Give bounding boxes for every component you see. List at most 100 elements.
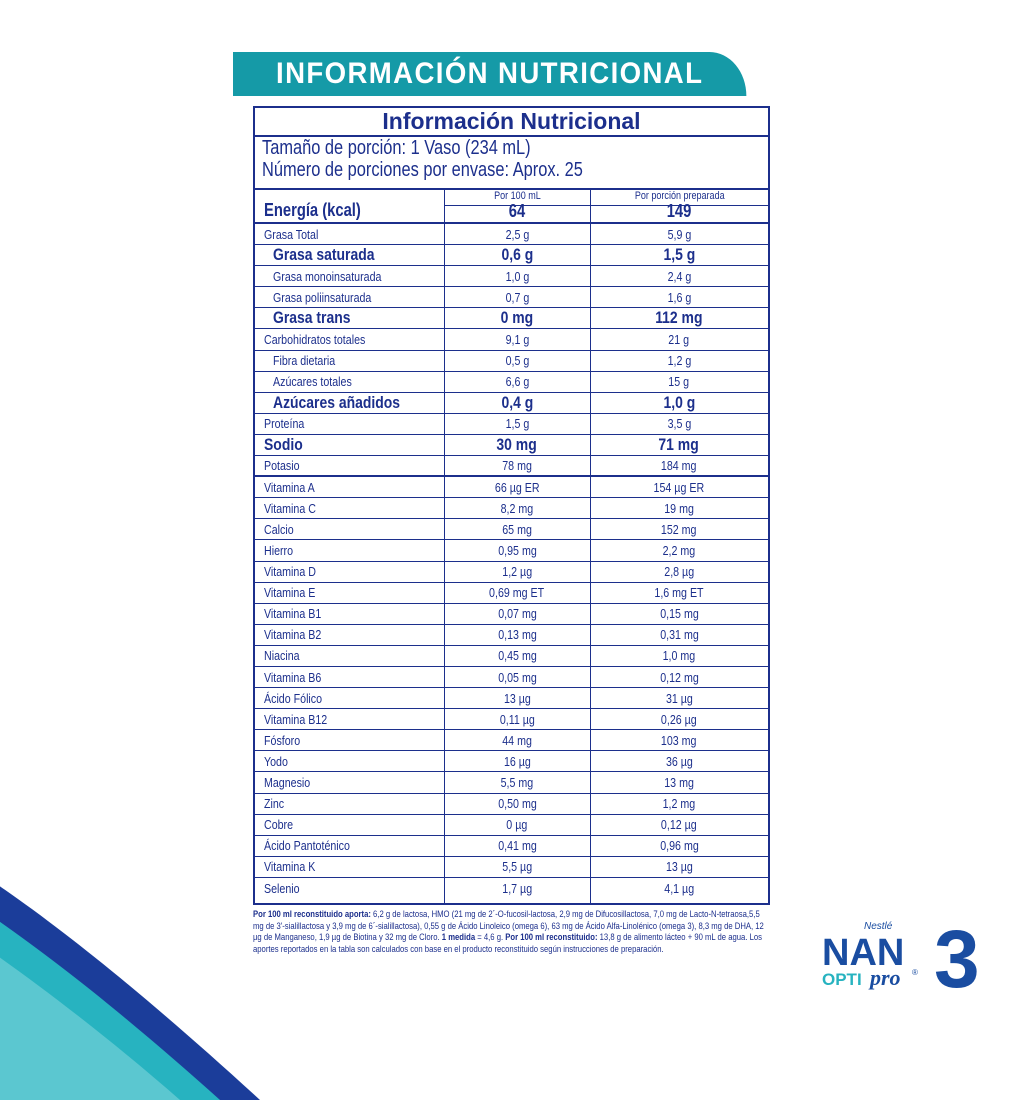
value-per-serving: 1,0 g (663, 392, 695, 412)
nutrient-label: Potasio (264, 458, 300, 474)
nan-optipro-logo: Nestlé NAN 3 OPTI pro ® (822, 917, 980, 997)
nutrient-row: Cobre 0 µg 0,12 µg (255, 815, 768, 836)
value-per-100: 2,5 g (505, 226, 529, 242)
value-per-serving: 2,8 µg (664, 564, 694, 580)
value-per-100: 6,6 g (505, 374, 529, 390)
value-per-serving: 1,5 g (663, 245, 695, 265)
value-per-serving: 103 mg (661, 732, 697, 748)
value-per-100: 1,5 g (505, 416, 529, 432)
nutrient-row: Grasa trans 0 mg 112 mg (255, 308, 768, 330)
nutrition-facts-panel: Información Nutricional Tamaño de porció… (253, 106, 770, 905)
value-per-100: 0,7 g (505, 289, 529, 305)
value-per-100: 9,1 g (505, 332, 529, 348)
value-per-100: 0,6 g (501, 245, 533, 265)
nutrient-label: Calcio (264, 521, 294, 537)
nutrient-row: Vitamina B12 0,11 µg 0,26 µg (255, 709, 768, 731)
value-per-serving: 5,9 g (667, 226, 691, 242)
nutrient-row: Vitamina C 8,2 mg 19 mg (255, 498, 768, 520)
nutrient-row: Azúcares totales 6,6 g 15 g (255, 372, 768, 393)
value-per-serving: 0,96 mg (659, 838, 699, 854)
value-per-100: 5,5 mg (500, 774, 534, 790)
value-per-100: 0 mg (500, 308, 534, 328)
servings-per-pack: Número de porciones por envase: Aprox. 2… (262, 159, 583, 181)
nutrient-row: Proteína 1,5 g 3,5 g (255, 414, 768, 435)
value-per-100: 0,11 µg (499, 711, 535, 727)
value-per-100: 0,05 mg (497, 669, 537, 685)
nutrient-row: Fósforo 44 mg 103 mg (255, 730, 768, 752)
value-per-serving: 13 µg (665, 859, 693, 875)
value-per-100: 8,2 mg (500, 500, 534, 516)
nutrient-label: Vitamina B1 (264, 606, 322, 622)
nutrient-row: Magnesio 5,5 mg 13 mg (255, 772, 768, 794)
nutrient-row: Niacina 0,45 mg 1,0 mg (255, 646, 768, 667)
value-per-serving: 31 µg (665, 690, 693, 706)
value-per-100: 1,7 µg (502, 880, 532, 896)
value-per-100: 66 µg ER (494, 479, 540, 495)
value-per-serving: 1,2 g (667, 353, 691, 369)
nutrient-label: Fibra dietaria (273, 353, 336, 369)
nan-wordmark: NAN (822, 932, 904, 974)
value-per-100: 13 µg (503, 690, 531, 706)
value-per-serving: 1,2 mg (662, 796, 696, 812)
value-per-100: 44 mg (502, 732, 532, 748)
registered-mark: ® (912, 968, 918, 977)
nutrient-row: Fibra dietaria 0,5 g 1,2 g (255, 351, 768, 372)
nutrient-row: Carbohidratos totales 9,1 g 21 g (255, 329, 768, 351)
nutrient-row: Grasa saturada 0,6 g 1,5 g (255, 245, 768, 267)
value-per-100: 0 µg (506, 817, 528, 833)
value-per-serving: 0,15 mg (659, 606, 699, 622)
value-per-serving: 1,6 mg ET (654, 585, 704, 601)
value-per-100: 78 mg (502, 458, 532, 474)
nutrient-label: Azúcares añadidos (273, 392, 401, 412)
nutrient-label: Vitamina C (264, 500, 316, 516)
nutrient-label: Grasa trans (273, 308, 351, 328)
nutrient-label: Cobre (264, 817, 294, 833)
nutrient-row: Azúcares añadidos 0,4 g 1,0 g (255, 393, 768, 414)
nutrient-label: Carbohidratos totales (264, 332, 366, 348)
value-per-serving: 4,1 µg (664, 880, 694, 896)
column-header: Por 100 mL Por porción preparada Energía… (255, 188, 768, 224)
nutrient-row: Sodio 30 mg 71 mg (255, 434, 768, 457)
value-per-serving: 1,0 mg (662, 648, 696, 664)
nutrient-row: Vitamina B1 0,07 mg 0,15 mg (255, 604, 768, 625)
column-divider (444, 188, 445, 903)
nutrient-row: Grasa monoinsaturada 1,0 g 2,4 g (255, 266, 768, 288)
nutrient-row: Vitamina D 1,2 µg 2,8 µg (255, 562, 768, 583)
value-per-serving: 0,12 mg (659, 669, 699, 685)
energy-label: Energía (kcal) (264, 200, 361, 220)
decorative-wave (0, 886, 260, 1100)
nutrient-label: Grasa Total (264, 226, 319, 242)
nutrient-row: Ácido Pantoténico 0,41 mg 0,96 mg (255, 836, 768, 857)
energy-per-100: 64 (508, 201, 526, 221)
nutrient-row: Zinc 0,50 mg 1,2 mg (255, 794, 768, 815)
nutrient-label: Azúcares totales (273, 374, 352, 390)
opti-text: OPTI (822, 970, 862, 989)
value-per-serving: 154 µg ER (653, 479, 705, 495)
nutrient-label: Ácido Fólico (264, 690, 323, 706)
nutrient-label: Hierro (264, 542, 294, 558)
nutrient-label: Niacina (264, 648, 300, 664)
nutrient-label: Sodio (264, 434, 303, 454)
nutrient-row: Vitamina K 5,5 µg 13 µg (255, 857, 768, 878)
value-per-serving: 1,6 g (667, 289, 691, 305)
value-per-100: 0,50 mg (497, 796, 537, 812)
value-per-serving: 2,4 g (667, 268, 691, 284)
nutrient-label: Fósforo (264, 732, 301, 748)
nutrient-table: Grasa Total 2,5 g 5,9 g Grasa saturada 0,6 g… (255, 224, 768, 899)
nutrient-label: Vitamina K (264, 859, 316, 875)
nutrient-label: Ácido Pantoténico (264, 838, 350, 854)
panel-title: Información Nutricional (255, 108, 768, 137)
value-per-serving: 184 mg (661, 458, 697, 474)
value-per-100: 30 mg (496, 434, 538, 454)
value-per-serving: 19 mg (664, 500, 694, 516)
nutrient-label: Yodo (264, 753, 288, 769)
value-per-serving: 15 g (668, 374, 690, 390)
value-per-100: 0,5 g (505, 353, 529, 369)
value-per-serving: 0,31 mg (659, 627, 699, 643)
stage-number: 3 (934, 917, 980, 997)
value-per-100: 1,2 µg (502, 564, 532, 580)
nutrient-label: Vitamina D (264, 564, 316, 580)
section-banner: INFORMACIÓN NUTRICIONAL (233, 52, 747, 96)
value-per-100: 0,41 mg (497, 838, 537, 854)
value-per-100: 65 mg (502, 521, 532, 537)
